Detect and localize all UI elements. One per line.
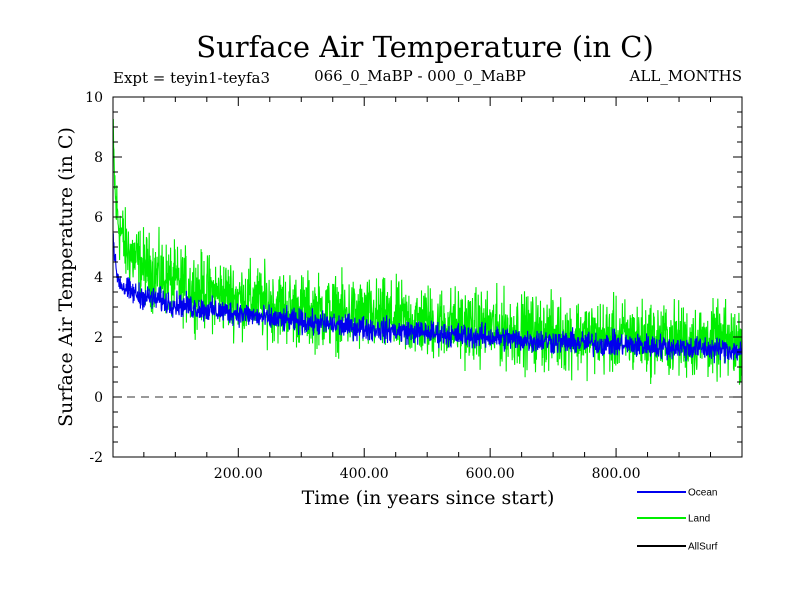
- period-label: 066_0_MaBP - 000_0_MaBP: [314, 67, 526, 85]
- series-line-land: [113, 118, 742, 385]
- y-tick-label: 8: [94, 150, 103, 166]
- series-group: [113, 118, 742, 385]
- months-label: ALL_MONTHS: [629, 67, 742, 85]
- plot-area: [113, 118, 742, 398]
- plot-frame: [112, 96, 743, 458]
- y-tick-label: 4: [94, 270, 103, 286]
- y-tick-label: 6: [94, 210, 103, 226]
- y-tick-label: 10: [85, 90, 103, 106]
- legend-label-land: Land: [688, 514, 710, 525]
- experiment-label: Expt = teyin1-teyfa3: [113, 69, 270, 87]
- legend: Ocean Land AllSurf: [637, 488, 718, 553]
- y-axis-label: Surface Air Temperature (in C): [55, 127, 77, 427]
- axes: -2 0 2 4 6 8 10 200.00 400.00 600.00 800.00: [85, 90, 743, 482]
- y-tick-label: 2: [94, 330, 103, 346]
- legend-label-ocean: Ocean: [688, 488, 717, 499]
- series-line-ocean: [113, 233, 742, 364]
- x-tick-label: 600.00: [466, 466, 515, 482]
- legend-label-allsurf: AllSurf: [688, 542, 718, 553]
- y-tick-label: 0: [94, 390, 103, 406]
- x-tick-label: 800.00: [592, 466, 641, 482]
- x-tick-label: 200.00: [214, 466, 263, 482]
- chart-title: Surface Air Temperature (in C): [196, 30, 654, 64]
- x-tick-label: 400.00: [340, 466, 389, 482]
- x-axis-label: Time (in years since start): [302, 487, 555, 509]
- y-tick-label: -2: [89, 450, 103, 466]
